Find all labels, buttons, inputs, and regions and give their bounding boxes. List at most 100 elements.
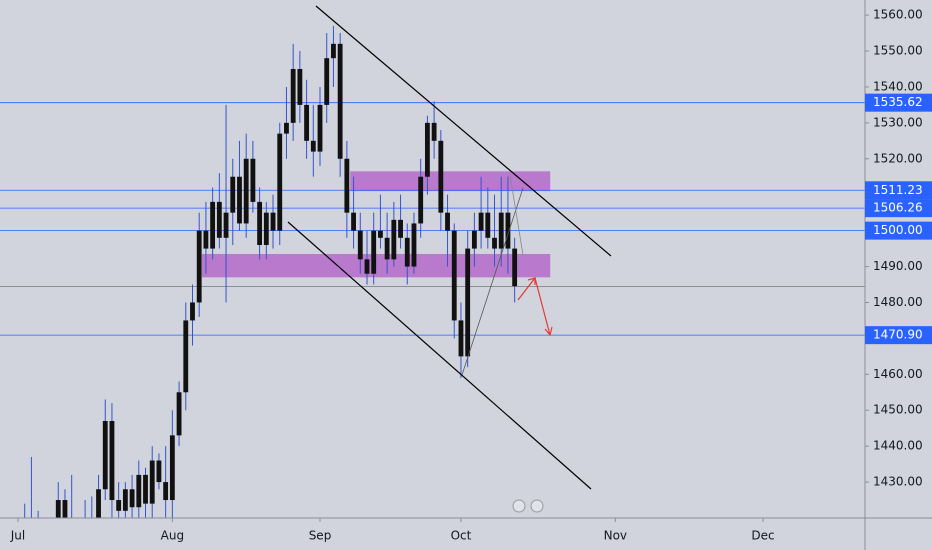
candle-body — [284, 122, 289, 134]
level-label: 1470.90 — [873, 328, 923, 342]
candles — [22, 25, 518, 550]
candle-body — [109, 421, 115, 501]
candle-body — [223, 212, 229, 238]
candle-body — [290, 68, 296, 123]
trend-line — [287, 221, 592, 490]
level-tag: 1500.00 — [865, 221, 932, 240]
y-tick-label: 1460.00 — [873, 367, 923, 381]
candle-body — [445, 212, 450, 231]
trend-line — [461, 187, 524, 376]
candle-body — [357, 230, 363, 260]
candle-body — [324, 58, 330, 105]
x-tick-label: Aug — [161, 529, 184, 543]
candle-body — [310, 140, 316, 152]
candle-body — [89, 518, 94, 536]
drawings — [287, 5, 612, 513]
candle-body — [418, 176, 424, 224]
x-tick-label: Dec — [751, 529, 774, 543]
candle-body — [230, 176, 236, 213]
candle-body — [210, 201, 216, 249]
candle-body — [424, 122, 430, 177]
candle-body — [29, 518, 34, 525]
candle-body — [471, 230, 477, 249]
x-tick-label: Oct — [451, 529, 472, 543]
candle-body — [216, 201, 222, 238]
candle-body — [257, 201, 263, 245]
level-tag-bg — [865, 326, 932, 345]
y-tick-label: 1440.00 — [873, 439, 923, 453]
candle-body — [512, 248, 518, 287]
candle-body — [331, 43, 336, 59]
candle-body — [384, 237, 390, 260]
zone — [350, 171, 551, 192]
level-tag: 1535.62 — [865, 93, 932, 112]
candle-body — [129, 489, 135, 508]
event-icon[interactable] — [512, 499, 526, 513]
candle-body — [270, 212, 276, 231]
levels — [0, 102, 865, 336]
level-label: 1500.00 — [873, 223, 923, 237]
level-tag-bg — [865, 181, 932, 200]
level-label: 1511.23 — [873, 183, 923, 197]
y-tick-label: 1430.00 — [873, 475, 923, 489]
candle-body — [398, 219, 403, 238]
y-tick-label: 1520.00 — [873, 151, 923, 165]
candle-body — [143, 474, 148, 504]
candle-body — [83, 518, 88, 550]
candle-body — [183, 320, 189, 393]
event-icon[interactable] — [530, 499, 544, 513]
candle-body — [404, 237, 410, 267]
candle-body — [42, 536, 47, 547]
candle-body — [263, 212, 269, 245]
candle-body — [297, 68, 303, 105]
candle-body — [156, 460, 162, 483]
candle-body — [451, 230, 457, 321]
candle-body — [176, 392, 182, 436]
level-tag: 1470.90 — [865, 326, 932, 345]
candle-body — [22, 518, 27, 525]
candle-body — [76, 525, 81, 550]
candle-body — [492, 237, 497, 249]
candle-body — [49, 532, 54, 546]
level-tag-bg — [865, 199, 932, 218]
level-tag-bg — [865, 221, 932, 240]
candle-body — [378, 230, 383, 238]
candle-body — [250, 158, 256, 202]
candle-body — [169, 435, 175, 501]
candle-body — [458, 320, 464, 357]
candle-body — [344, 158, 350, 213]
trend-line — [315, 5, 612, 257]
candle-body — [243, 158, 249, 224]
candle-body — [277, 133, 283, 231]
candle-body — [304, 104, 310, 141]
candle-body — [351, 212, 356, 231]
candle-body — [364, 259, 370, 274]
candle-body — [411, 223, 417, 267]
x-tick-label: Nov — [604, 529, 627, 543]
trend-line — [509, 174, 524, 256]
candle-body — [438, 140, 444, 213]
y-tick-label: 1480.00 — [873, 295, 923, 309]
candle-body — [136, 474, 142, 508]
candle-body — [62, 500, 68, 518]
candle-body — [485, 212, 491, 238]
candle-body — [371, 230, 377, 274]
candle-body — [36, 525, 41, 536]
candle-body — [317, 104, 323, 152]
level-tag: 1506.26 — [865, 199, 932, 218]
candle-body — [163, 482, 169, 501]
candle-body — [203, 230, 209, 249]
x-tick-label: Jul — [10, 529, 25, 543]
candle-body — [149, 460, 155, 504]
candle-body — [116, 500, 122, 511]
candle-body — [55, 500, 61, 518]
x-tick-label: Sep — [309, 529, 332, 543]
candle-body — [122, 489, 128, 511]
candle-body — [498, 212, 504, 249]
y-tick-label: 1450.00 — [873, 403, 923, 417]
candle-body — [190, 302, 195, 321]
candle-body — [96, 489, 101, 518]
level-label: 1535.62 — [873, 95, 923, 109]
candle-body — [505, 212, 511, 249]
